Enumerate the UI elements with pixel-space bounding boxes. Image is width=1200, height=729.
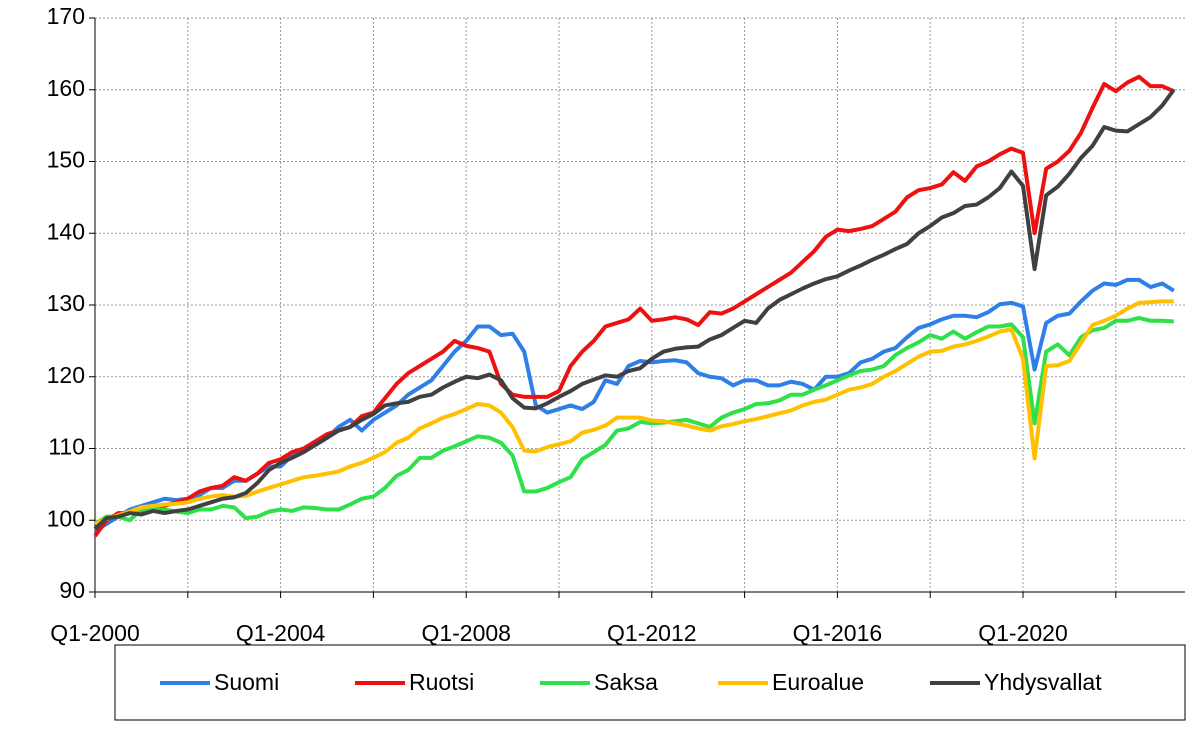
series-line (93, 74, 1175, 538)
x-tick-label: Q1-2012 (607, 620, 697, 646)
series-line (93, 88, 1176, 531)
x-tick-label: Q1-2016 (793, 620, 883, 646)
legend-label: Euroalue (772, 669, 864, 695)
y-tick-label: 110 (48, 434, 85, 460)
legend-label: Yhdysvallat (984, 669, 1102, 695)
y-tick-label: 150 (47, 147, 85, 173)
y-tick-label: 100 (47, 505, 85, 531)
legend-label: Ruotsi (409, 669, 474, 695)
y-tick-label: 90 (59, 577, 85, 603)
y-tick-label: 130 (47, 290, 85, 316)
x-tick-label: Q1-2004 (236, 620, 326, 646)
x-tick-label: Q1-2008 (421, 620, 511, 646)
y-tick-label: 140 (47, 218, 85, 244)
legend-label: Suomi (214, 669, 279, 695)
y-tick-label: 170 (47, 3, 85, 29)
series-line (94, 299, 1174, 526)
legend-label: Saksa (594, 669, 658, 695)
legend-box (114, 644, 1186, 721)
series-line (93, 315, 1174, 526)
y-tick-label: 160 (47, 75, 85, 101)
x-tick-label: Q1-2020 (978, 620, 1068, 646)
y-tick-label: 120 (47, 362, 85, 388)
x-tick-label: Q1-2000 (50, 620, 140, 646)
